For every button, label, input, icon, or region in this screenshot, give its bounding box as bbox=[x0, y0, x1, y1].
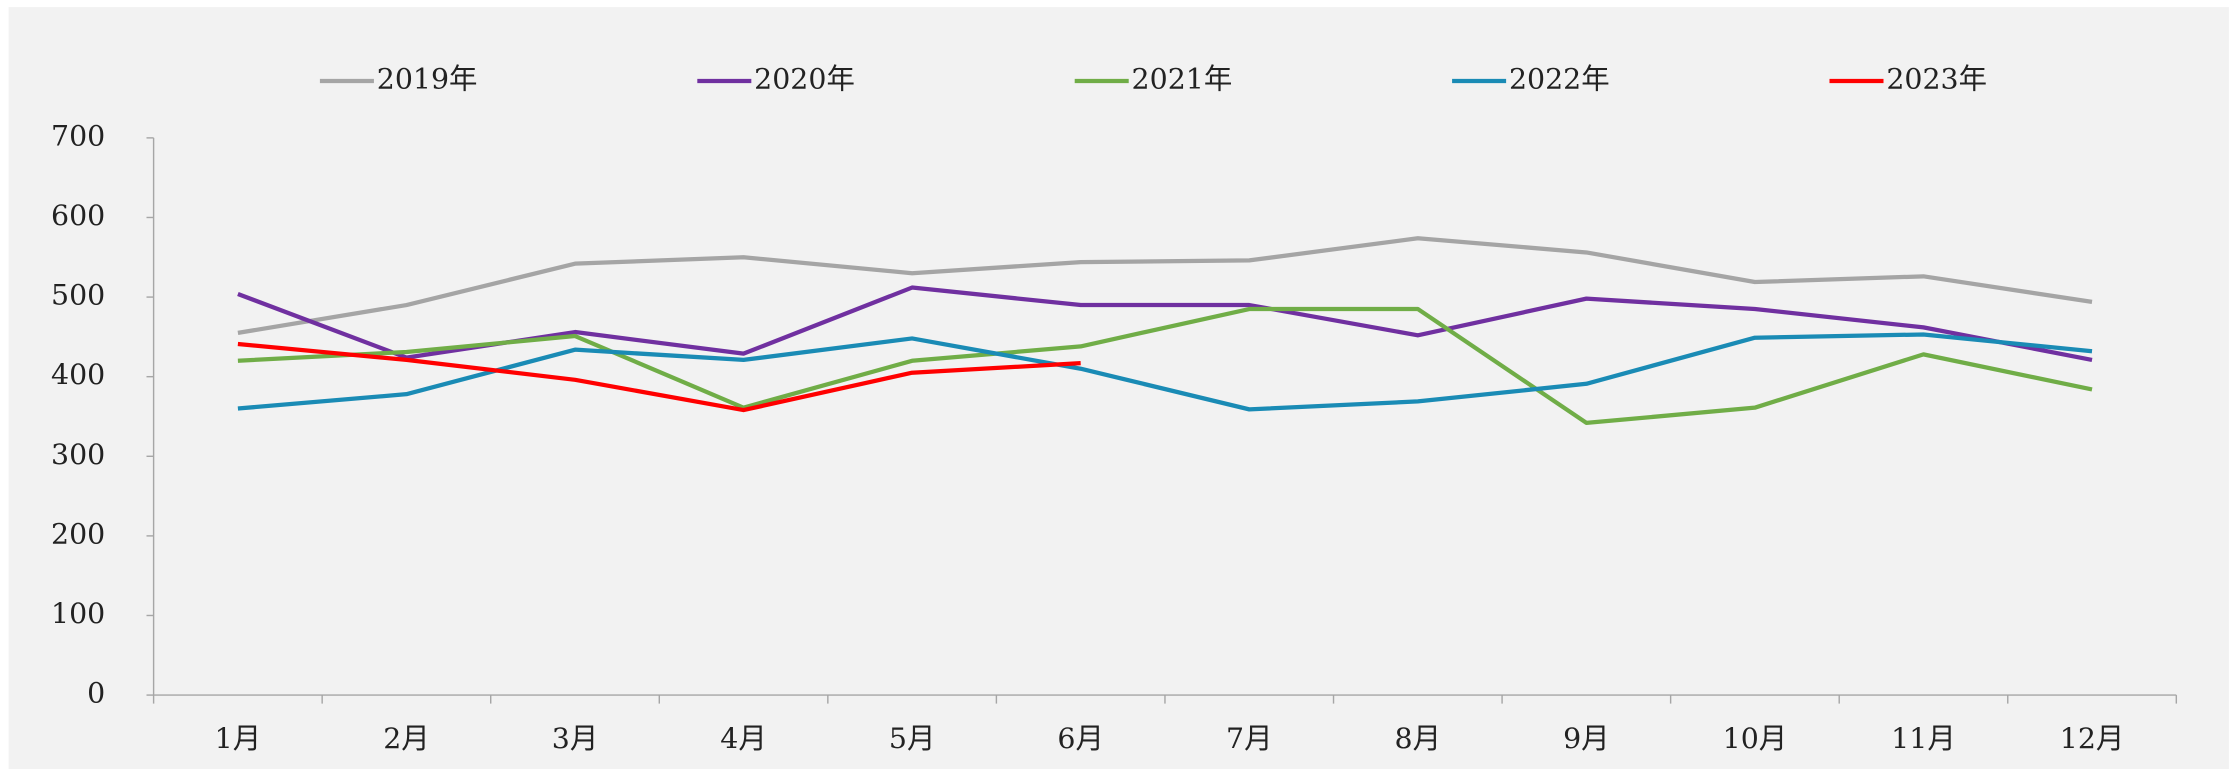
y-tick-label: 100 bbox=[51, 597, 105, 630]
x-tick-label: 1月 bbox=[215, 722, 261, 755]
legend-label: 2022年 bbox=[1509, 63, 1610, 96]
line-series bbox=[237, 236, 2093, 336]
x-tick-label: 8月 bbox=[1395, 722, 1441, 755]
y-tick-label: 0 bbox=[87, 677, 105, 710]
x-tick-label: 5月 bbox=[889, 722, 935, 755]
x-tick-label: 11月 bbox=[1891, 722, 1956, 755]
line-series bbox=[237, 341, 1081, 413]
y-tick-label: 400 bbox=[51, 358, 105, 391]
line-series bbox=[237, 306, 2093, 426]
x-tick-label: 9月 bbox=[1563, 722, 1609, 755]
legend-label: 2021年 bbox=[1132, 63, 1233, 96]
x-tick-label: 4月 bbox=[720, 722, 766, 755]
y-tick-label: 700 bbox=[51, 119, 105, 152]
y-tick-label: 300 bbox=[51, 438, 105, 471]
y-tick-label: 500 bbox=[51, 279, 105, 312]
x-tick-label: 6月 bbox=[1057, 722, 1103, 755]
legend-label: 2019年 bbox=[377, 63, 478, 96]
legend-label: 2023年 bbox=[1886, 63, 1987, 96]
x-tick-label: 7月 bbox=[1226, 722, 1272, 755]
line-series bbox=[237, 332, 2093, 412]
y-tick-label: 200 bbox=[51, 517, 105, 550]
plot-background bbox=[8, 7, 2229, 769]
x-tick-label: 2月 bbox=[383, 722, 429, 755]
x-tick-label: 3月 bbox=[552, 722, 598, 755]
y-tick-label: 600 bbox=[51, 199, 105, 232]
x-tick-label: 10月 bbox=[1723, 722, 1788, 755]
legend-label: 2020年 bbox=[754, 63, 855, 96]
x-tick-label: 12月 bbox=[2060, 722, 2125, 755]
line-series bbox=[237, 285, 2093, 363]
